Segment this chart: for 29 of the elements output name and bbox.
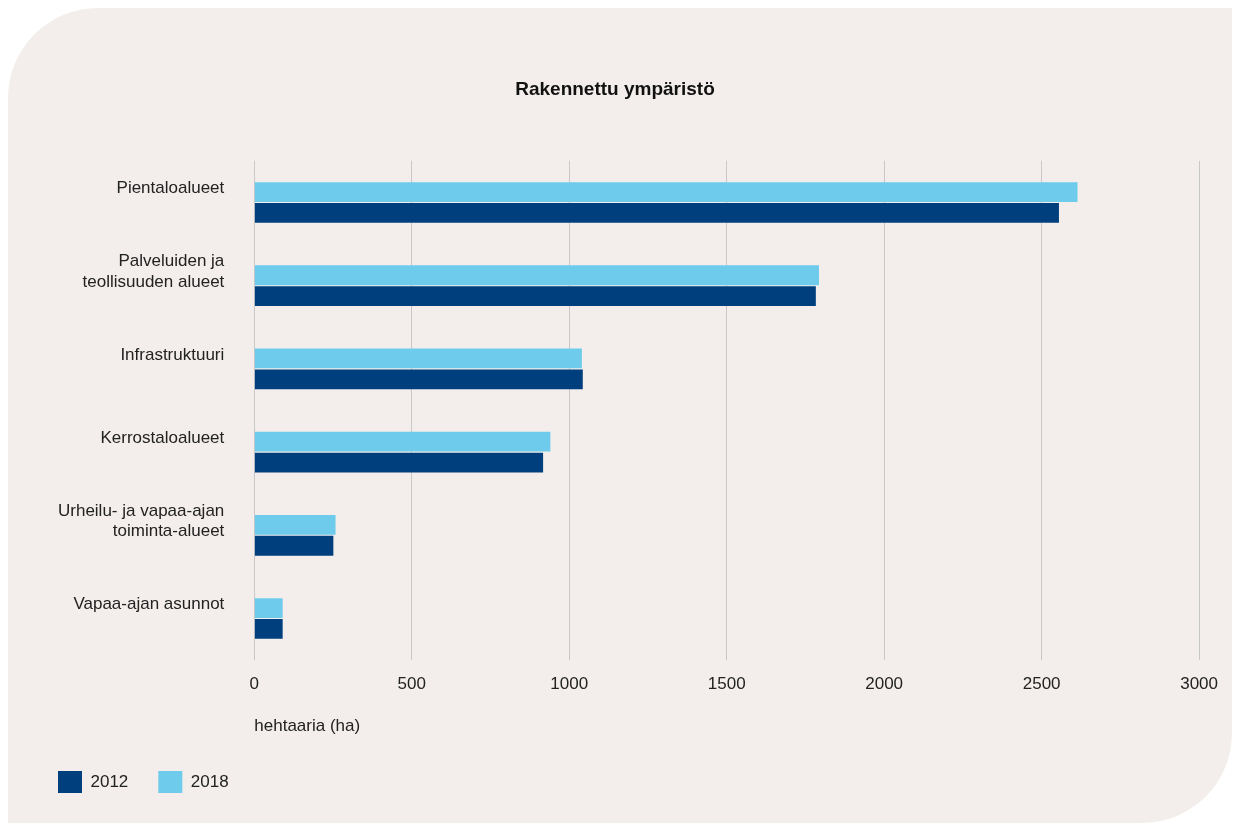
bar xyxy=(254,515,336,535)
bar xyxy=(254,182,1078,202)
chart-title: Rakennettu ympäristö xyxy=(515,77,715,99)
x-tick-label: 500 xyxy=(397,674,426,694)
x-tick-label: 2000 xyxy=(865,674,904,694)
y-tick-label: Pientaloalueet xyxy=(116,178,225,198)
y-tick-label: Vapaa-ajan asunnot xyxy=(73,594,225,614)
bar xyxy=(254,598,283,619)
bar xyxy=(254,452,544,473)
y-tick-label: Palveluiden ja teollisuuden alueet xyxy=(82,251,225,291)
bar xyxy=(254,431,551,452)
y-tick-label: Infrastruktuuri xyxy=(120,344,225,364)
bar xyxy=(254,265,819,286)
x-tick-label: 0 xyxy=(249,674,260,694)
y-tick-label: Urheilu- ja vapaa-ajan toiminta-alueet xyxy=(57,500,225,541)
bar xyxy=(254,369,583,390)
bar xyxy=(254,535,334,556)
y-tick-label: Kerrostaloalueet xyxy=(100,427,225,447)
legend-label: 2018 xyxy=(190,771,229,791)
legend-label: 2012 xyxy=(90,771,129,791)
bar xyxy=(254,619,283,639)
x-axis-title: hehtaaria (ha) xyxy=(254,716,361,736)
x-tick-label: 1500 xyxy=(707,674,746,694)
bar xyxy=(254,286,816,306)
bar xyxy=(254,202,1059,223)
x-tick-label: 3000 xyxy=(1180,674,1218,694)
x-tick-label: 2500 xyxy=(1022,674,1061,694)
x-tick-label: 1000 xyxy=(550,674,589,694)
bar xyxy=(254,348,582,369)
